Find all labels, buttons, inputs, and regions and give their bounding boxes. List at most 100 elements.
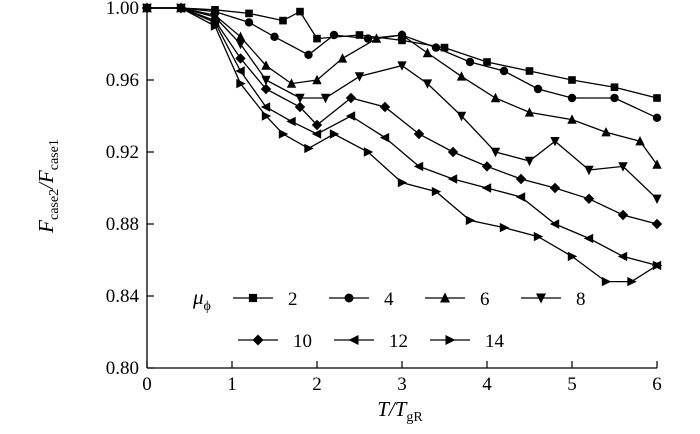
data-point	[610, 83, 619, 91]
legend-marker	[344, 293, 354, 303]
y-tick-label: 0.92	[106, 142, 139, 163]
y-tick-label: 1.00	[106, 0, 139, 19]
data-point	[142, 3, 153, 13]
data-point	[278, 129, 289, 139]
data-point	[583, 193, 595, 204]
data-point	[244, 18, 254, 27]
legend-label: 12	[389, 331, 408, 352]
data-point	[601, 276, 612, 287]
data-point	[236, 78, 246, 89]
data-point	[617, 209, 629, 221]
data-point	[304, 50, 313, 59]
data-point	[397, 61, 407, 71]
data-point	[617, 251, 628, 262]
data-point	[261, 111, 272, 121]
data-point	[363, 147, 374, 157]
data-point	[490, 147, 501, 158]
series-line-2	[147, 7, 658, 99]
data-point	[311, 119, 323, 131]
data-point	[524, 156, 535, 167]
y-tick-label: 0.96	[106, 70, 139, 91]
legend-title-symbol: μ	[192, 285, 204, 309]
data-point	[260, 83, 272, 95]
data-point	[456, 71, 467, 81]
data-point	[210, 21, 221, 31]
data-point	[549, 182, 561, 194]
data-point	[653, 94, 661, 102]
data-point	[235, 31, 246, 41]
data-point	[261, 75, 271, 86]
legend-marker	[536, 293, 546, 304]
legend-marker	[445, 335, 456, 345]
legend-label: 2	[288, 289, 298, 310]
data-point	[490, 92, 501, 103]
data-point	[337, 53, 348, 63]
data-point	[525, 67, 534, 75]
legend-marker	[252, 334, 264, 346]
series-line-14	[147, 7, 658, 283]
data-point	[584, 165, 594, 176]
data-point	[627, 276, 637, 287]
data-point	[652, 260, 663, 271]
y-tick-label: 0.80	[106, 358, 139, 379]
x-tick-label: 4	[482, 374, 492, 395]
x-axis-label-main: T/T	[377, 397, 408, 421]
y-tick-label: 0.84	[106, 286, 140, 307]
data-point	[465, 57, 475, 67]
data-point	[431, 186, 442, 197]
y-axis-label-mid: /F	[34, 170, 58, 190]
data-point	[431, 43, 441, 52]
x-tick-label: 5	[567, 374, 577, 395]
series-12	[141, 3, 662, 271]
legend-entry-4: 4	[329, 289, 394, 310]
data-point	[311, 129, 322, 139]
data-point	[481, 161, 493, 172]
data-point	[355, 31, 364, 39]
data-point	[235, 53, 246, 64]
legend-entry-14: 14	[430, 331, 505, 352]
data-point	[176, 3, 187, 13]
data-point	[483, 58, 491, 66]
data-point	[295, 93, 305, 104]
data-point	[245, 9, 253, 18]
x-tick-label: 1	[227, 374, 237, 395]
data-point	[286, 116, 296, 127]
y-axis-label: Fcase2/Fcase1	[34, 139, 62, 234]
data-point	[499, 222, 510, 233]
data-point	[567, 93, 577, 103]
series-layer	[141, 2, 663, 287]
x-tick-label: 3	[397, 374, 407, 395]
legend-entry-2: 2	[233, 289, 298, 310]
y-axis-label-sub2: case1	[47, 139, 62, 170]
data-point	[549, 219, 560, 229]
data-point	[413, 128, 425, 140]
legend-label: 6	[480, 289, 490, 310]
data-point	[235, 66, 245, 76]
x-tick-label: 0	[142, 374, 152, 395]
data-point	[515, 192, 526, 202]
series-14	[142, 3, 663, 287]
data-point	[354, 72, 365, 82]
data-point	[601, 127, 611, 137]
data-point	[550, 137, 560, 147]
data-point	[447, 146, 459, 158]
data-point	[652, 194, 662, 204]
legend-entry-12: 12	[334, 331, 408, 352]
data-point	[379, 101, 391, 113]
legend-label: 4	[384, 289, 394, 310]
y-tick-label: 0.88	[106, 214, 139, 235]
data-point	[294, 101, 306, 113]
series-line-6	[147, 7, 658, 165]
data-point	[379, 132, 390, 143]
legend-title-sub: ϕ	[204, 299, 211, 314]
data-point	[296, 7, 304, 16]
data-point	[583, 233, 594, 244]
data-point	[398, 36, 406, 45]
data-point	[329, 30, 339, 40]
data-point	[568, 76, 576, 84]
x-tick-label: 6	[652, 374, 662, 395]
legend-title: μϕ	[192, 285, 211, 314]
data-point	[499, 66, 509, 76]
data-point	[304, 143, 314, 154]
data-point	[345, 111, 356, 121]
